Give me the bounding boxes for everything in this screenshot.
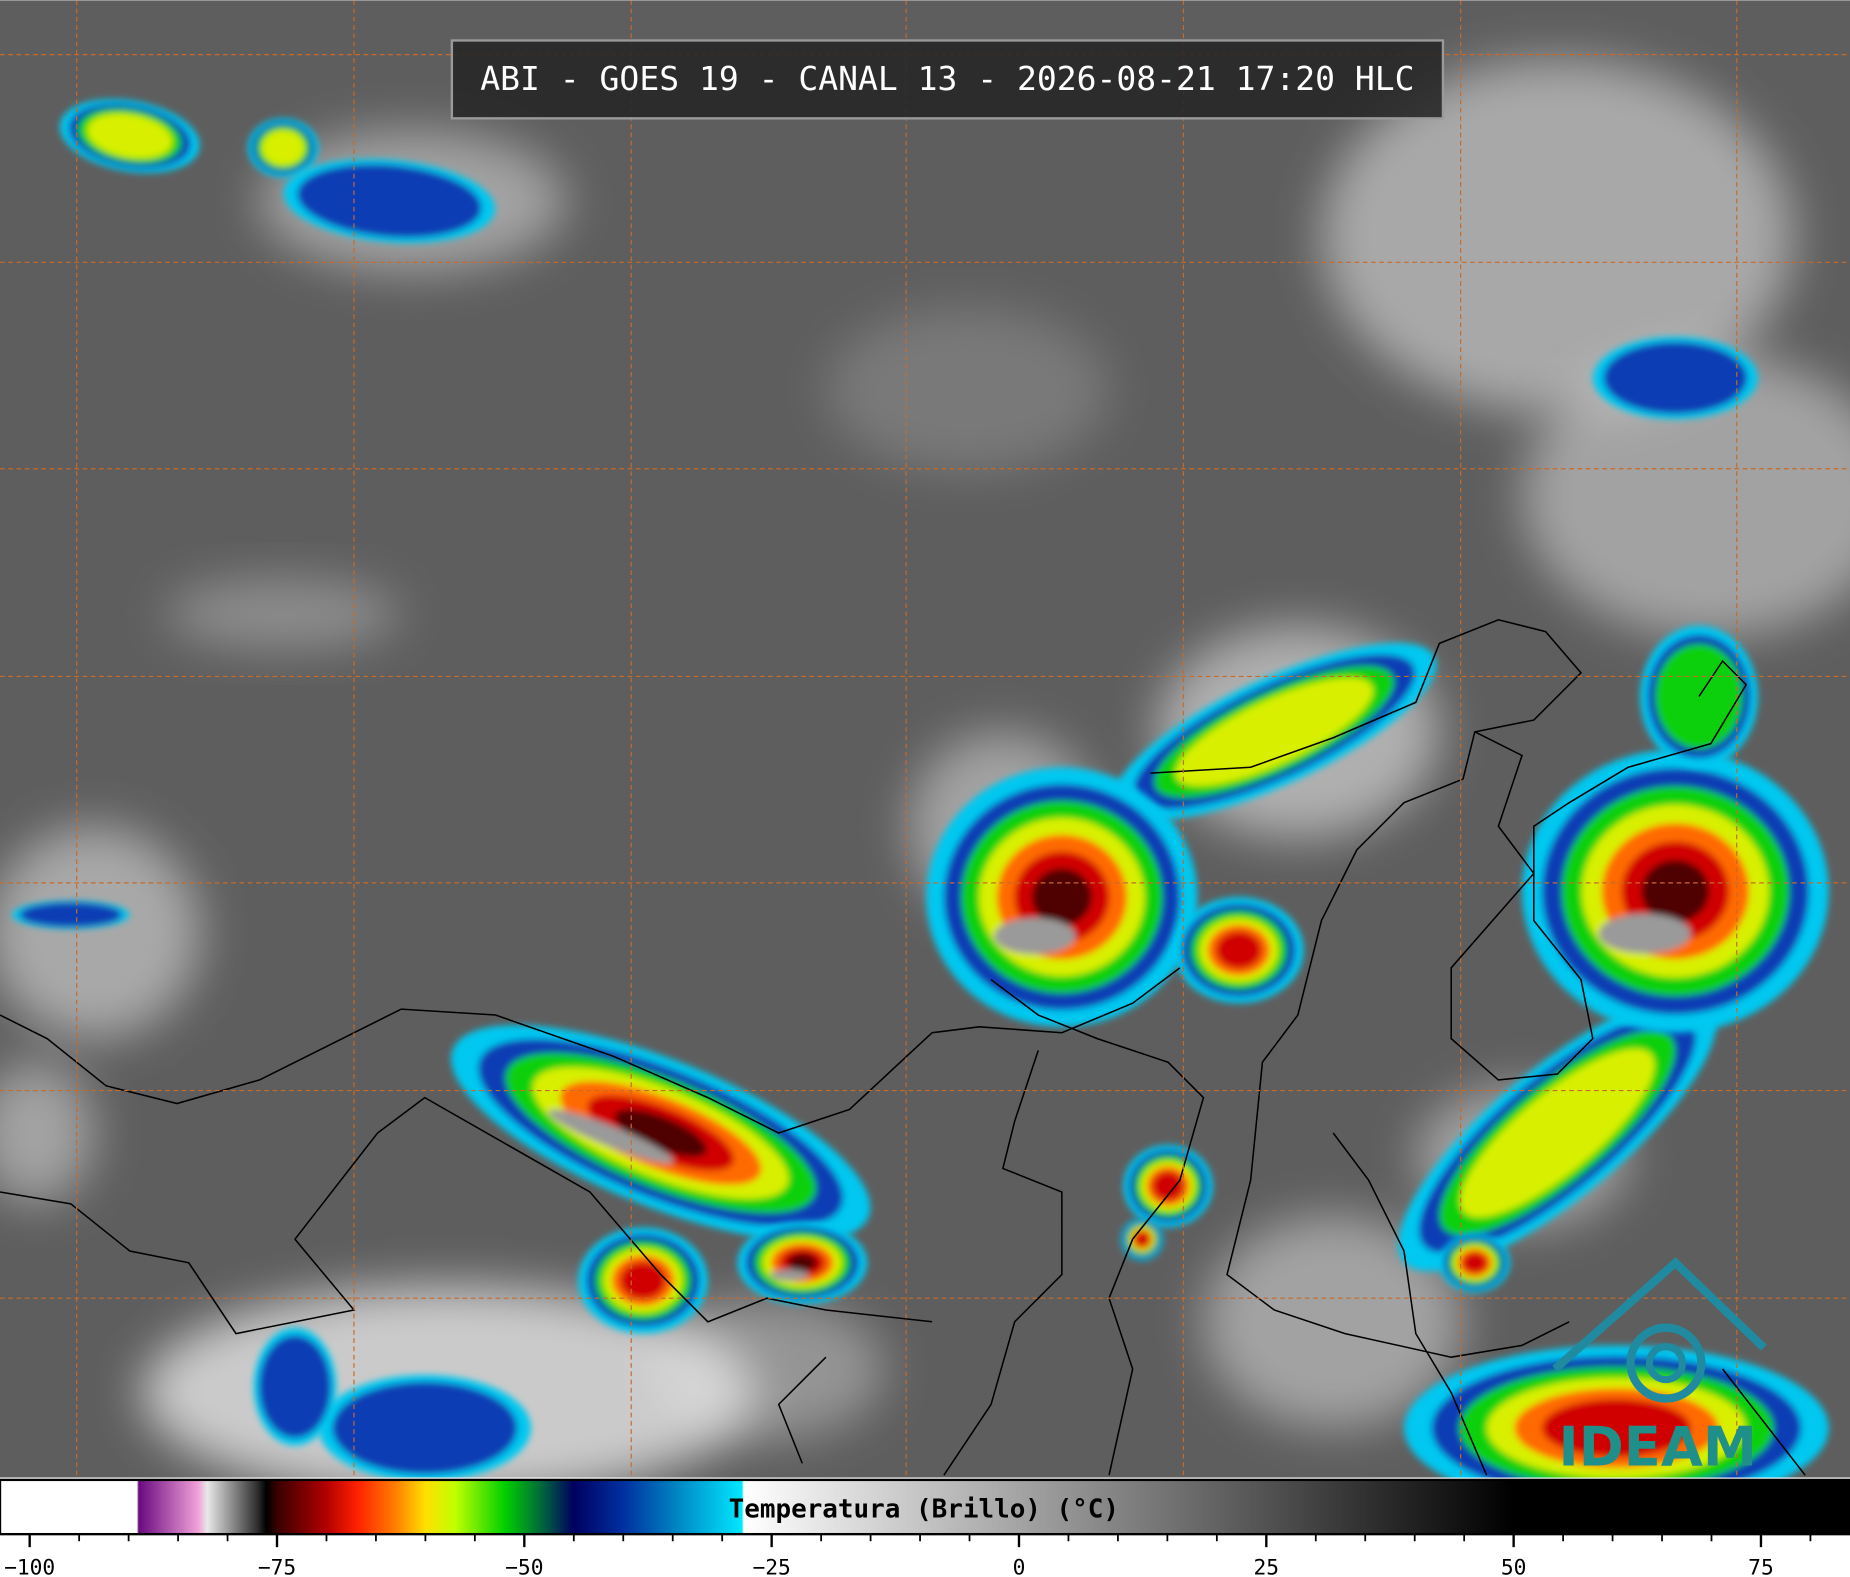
storm-level [87,113,173,159]
cloud [1321,59,1794,414]
tick-label: −75 [258,1555,296,1577]
storm-core [548,1109,674,1164]
tick-label: 25 [1254,1555,1280,1577]
logo-swirl [1645,1343,1687,1384]
storm [451,1025,871,1241]
storm-level [1216,931,1262,969]
cloud [165,578,402,650]
logo-swirl [1626,1323,1706,1403]
storm-level [788,1253,817,1272]
title-box [450,39,1445,120]
storm-level [297,164,482,238]
border [777,979,1806,1476]
storm [1404,1345,1829,1511]
coastline [1150,618,1583,1358]
tick-label: −25 [752,1555,790,1577]
storm-level [1542,1399,1691,1457]
storm-level [1175,677,1374,787]
storm-level [1603,341,1748,414]
storm-level [1134,1231,1150,1247]
storm [1173,897,1304,1004]
storm [59,99,200,174]
tick-label: −100 [4,1555,55,1577]
storm-core [1598,913,1691,954]
logo: IDEAM [1552,1257,1767,1479]
coastline [1450,659,1748,1081]
storm [1439,1233,1511,1293]
logo-text: IDEAM [1559,1416,1757,1479]
tick-label: 75 [1748,1555,1774,1577]
storm [578,1227,708,1334]
storm-level [261,129,305,166]
storm-level [259,1335,331,1439]
storm-level [332,1381,518,1475]
storm-core [994,917,1076,955]
storm-core [769,1269,809,1281]
cloud [1522,354,1850,638]
storm-level [1032,868,1092,926]
title: ABI - GOES 19 - CANAL 13 - 2026-08-21 17… [480,59,1414,98]
cloud [0,1062,95,1204]
storm [1522,749,1829,1033]
storm [737,1221,868,1305]
tick-label: 50 [1501,1555,1527,1577]
cloud [1203,1215,1464,1428]
logo-roof [1552,1257,1767,1373]
storm-level [620,1261,666,1300]
colorbar-label: Temperatura (Brillo) (°C) [729,1495,1119,1525]
colorbar-axis: −100 −75 −50 −25 0 25 50 75 [4,1534,1812,1577]
colorbar [0,1478,1850,1536]
tick-label: 0 [1013,1555,1026,1577]
storm [253,1327,337,1446]
storm-level [614,1109,707,1157]
storm [283,158,496,244]
storm [247,118,319,178]
storm-level [1641,859,1710,923]
coastline [0,1096,933,1335]
cloud [825,307,1110,473]
coastlines [0,618,1806,1476]
storm-level [1462,1252,1488,1274]
cloud [0,826,201,1039]
tick-label: −50 [505,1555,543,1577]
storm-level [1152,1171,1184,1201]
storm [1120,1217,1164,1261]
storm [926,767,1198,1027]
storm [1123,1144,1213,1228]
coastline [0,967,1181,1134]
storm [11,900,130,929]
cloud [648,1298,885,1440]
storms [11,99,1829,1511]
storm [318,1374,531,1482]
storm-level [1655,644,1743,749]
storm [1592,336,1758,420]
storm-level [19,902,123,928]
